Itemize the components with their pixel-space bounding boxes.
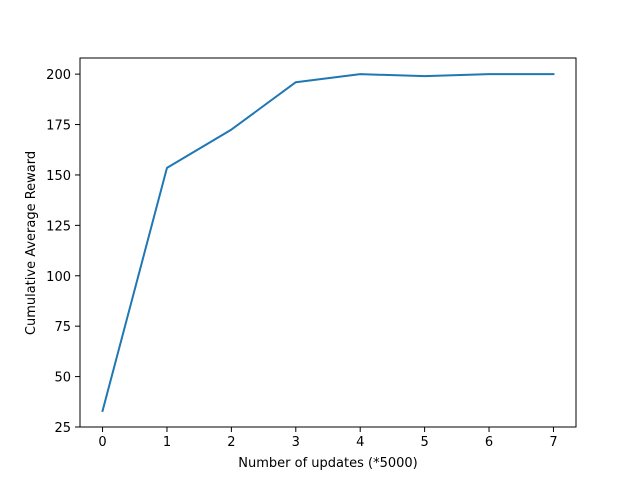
y-tick-label: 125 <box>46 219 71 234</box>
y-tick-label: 50 <box>54 371 71 386</box>
y-tick-label: 25 <box>54 421 71 436</box>
y-tick-label: 200 <box>46 68 71 83</box>
x-tick-label: 6 <box>485 435 493 450</box>
y-tick-label: 75 <box>54 320 71 335</box>
x-tick-label: 7 <box>549 435 557 450</box>
axis-ticks: 0 1 2 3 4 5 6 7 25 50 75 100 125 150 175 200 <box>46 68 557 450</box>
series-line-0 <box>101 73 555 413</box>
x-tick-label: 2 <box>227 435 235 450</box>
x-axis-title: Number of updates (*5000) <box>238 456 417 471</box>
y-axis-title: Cumulative Average Reward <box>24 151 39 335</box>
x-tick-label: 0 <box>98 435 106 450</box>
y-tick-label: 100 <box>46 270 71 285</box>
y-tick-label: 175 <box>46 119 71 134</box>
y-tick-label: 150 <box>46 169 71 184</box>
x-tick-label: 5 <box>420 435 428 450</box>
x-tick-label: 3 <box>292 435 300 450</box>
plot-area <box>79 57 577 428</box>
x-tick-label: 4 <box>356 435 364 450</box>
plot-frame <box>79 57 577 428</box>
x-tick-label: 1 <box>163 435 171 450</box>
